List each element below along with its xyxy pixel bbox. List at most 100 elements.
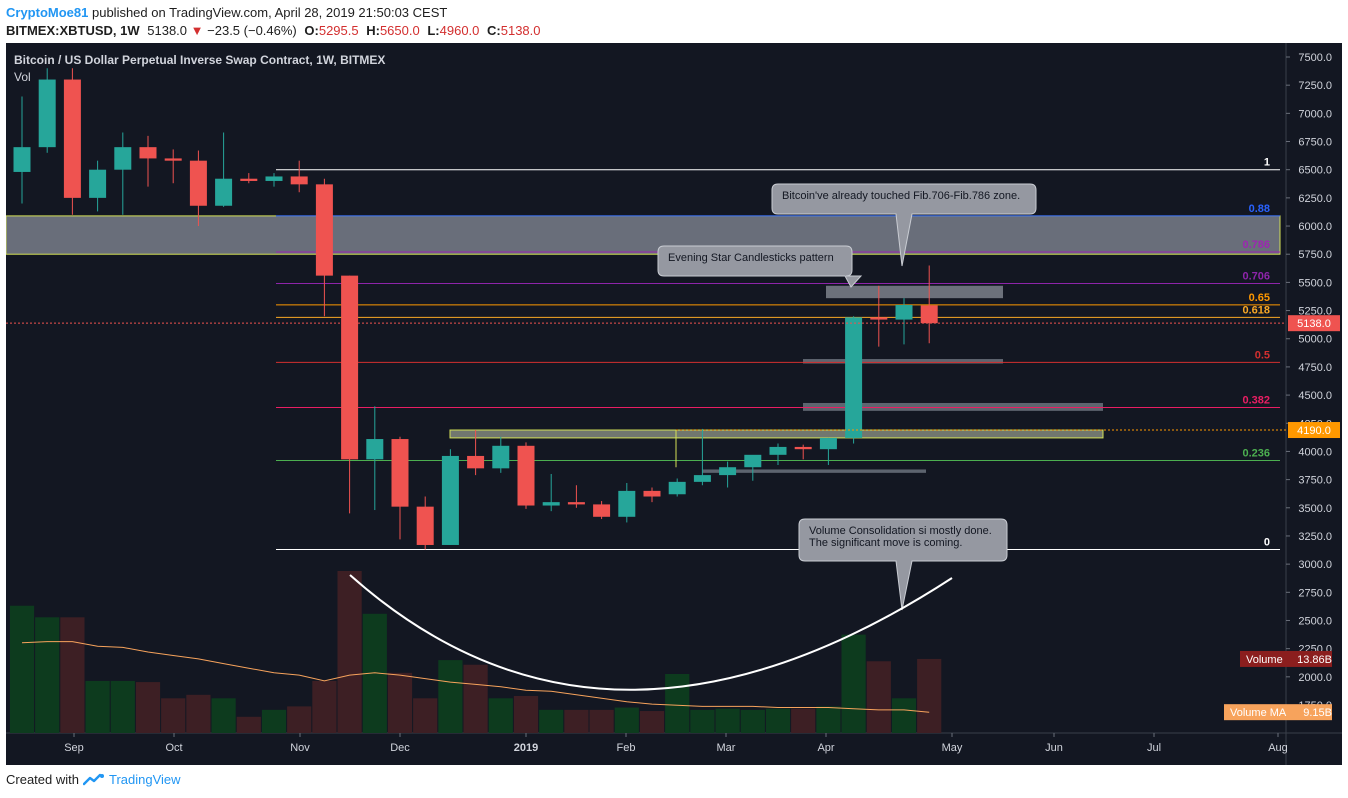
- volume-indicator-label: Vol: [14, 70, 31, 84]
- candle-body: [618, 490, 636, 517]
- candle-body: [13, 147, 31, 172]
- candle-body: [315, 184, 333, 276]
- price-badge-label: 5138.0: [1297, 318, 1331, 330]
- change-down-icon: ▼: [190, 23, 204, 38]
- price-badge: [1288, 422, 1340, 439]
- highlight-zone: [6, 215, 1281, 255]
- candle-body: [341, 275, 359, 460]
- highlight-zone: [803, 402, 1103, 411]
- price-tick-label: 4000.0: [1298, 446, 1332, 458]
- high-label: H:: [366, 23, 380, 38]
- candle-body: [895, 304, 913, 320]
- candle-body: [63, 79, 81, 198]
- tradingview-logo-icon: [82, 773, 104, 785]
- volume-bar: [740, 709, 765, 733]
- volume-bar: [85, 680, 110, 733]
- candle-body: [517, 445, 535, 506]
- chart-title: Bitcoin / US Dollar Perpetual Inverse Sw…: [14, 53, 385, 67]
- volume-badge: [1240, 650, 1332, 667]
- candle-body: [567, 502, 585, 505]
- time-tick-label: Mar: [717, 742, 736, 754]
- volume-badge-value: 13.86B: [1297, 654, 1332, 666]
- price-tick-label: 2000.0: [1298, 672, 1332, 684]
- candle-body: [164, 158, 182, 161]
- time-tick-label: Feb: [617, 742, 636, 754]
- time-tick-label: 2019: [514, 742, 538, 754]
- volume-bar: [589, 709, 614, 733]
- candle-body: [240, 178, 258, 181]
- candle-body: [139, 147, 157, 159]
- candle-body: [467, 455, 485, 469]
- price-tick-label: 7500.0: [1298, 52, 1332, 64]
- volume-ma-line: [21, 641, 930, 713]
- fib-level-label: 0.5: [1255, 349, 1270, 361]
- volume-badge-value: 9.15B: [1303, 707, 1332, 719]
- callout-evening-star: Evening Star Candlesticks pattern: [657, 245, 863, 288]
- price-tick-label: 7000.0: [1298, 108, 1332, 120]
- price-tick-label: 6750.0: [1298, 137, 1332, 149]
- price-tick-label: 5250.0: [1298, 306, 1332, 318]
- volume-bar: [866, 661, 891, 733]
- open-label: O:: [304, 23, 319, 38]
- price-tick-label: 2750.0: [1298, 587, 1332, 599]
- volume-bar: [791, 708, 816, 733]
- candle-body: [114, 147, 132, 170]
- fib-level-label: 0.382: [1242, 394, 1270, 406]
- author-link[interactable]: CryptoMoe81: [6, 5, 89, 20]
- candle-body: [492, 445, 510, 469]
- candle-body: [265, 176, 283, 181]
- price-tick-label: 7250.0: [1298, 80, 1332, 92]
- volume-bar: [690, 709, 715, 733]
- price-change: −23.5 (−0.46%): [207, 23, 297, 38]
- candle-body: [870, 317, 888, 320]
- callout-bubble: [798, 518, 1008, 611]
- published-text: published on TradingView.com, April 28, …: [91, 5, 448, 20]
- publish-header: CryptoMoe81 published on TradingView.com…: [6, 5, 447, 20]
- callout-bubble: [657, 245, 863, 288]
- callout-volume: Volume Consolidation si mostly done.The …: [798, 518, 1008, 611]
- highlight-zone: [803, 359, 1003, 364]
- fib-level-label: 0.236: [1242, 447, 1270, 459]
- fib-level-label: 0.786: [1242, 239, 1270, 251]
- volume-badge-name: Volume: [1246, 654, 1283, 666]
- volume-badge: [1224, 704, 1332, 721]
- volume-bar: [917, 658, 942, 733]
- time-tick-label: Jun: [1045, 742, 1063, 754]
- low-label: L:: [427, 23, 440, 38]
- time-tick-label: May: [942, 742, 963, 754]
- tradingview-link[interactable]: TradingView: [108, 772, 181, 787]
- volume-bar: [35, 617, 60, 733]
- fib-level-label: 0: [1264, 536, 1270, 548]
- time-tick-label: Apr: [817, 742, 834, 754]
- fib-level-label: 0.618: [1242, 304, 1270, 316]
- price-tick-label: 4500.0: [1298, 390, 1332, 402]
- candle-body: [845, 317, 863, 438]
- price-tick-label: 6500.0: [1298, 165, 1332, 177]
- candle-body: [794, 446, 812, 450]
- volume-bar: [438, 660, 463, 733]
- candle-body: [366, 439, 384, 460]
- volume-bar: [816, 706, 841, 733]
- candle-body: [920, 305, 938, 324]
- price-chart[interactable]: 1 0.88 0.786 0.706 0.650.618 0.5 0.382 0.236 0 B…: [6, 43, 1342, 765]
- volume-bar: [110, 680, 135, 733]
- volume-bar: [463, 664, 488, 733]
- fib-level-label: 1: [1264, 157, 1270, 169]
- candle-body: [693, 475, 711, 482]
- created-with-text: Created with: [6, 772, 79, 787]
- symbol-name: BITMEX:XBTUSD, 1W: [6, 23, 140, 38]
- time-tick-label: Aug: [1268, 742, 1288, 754]
- price-tick-label: 2500.0: [1298, 615, 1332, 627]
- volume-bar: [161, 698, 186, 733]
- volume-bar: [387, 672, 413, 733]
- candle-body: [719, 467, 737, 476]
- volume-bar: [413, 698, 438, 733]
- last-price: 5138.0: [147, 23, 188, 38]
- callout-text: Volume Consolidation si mostly done.: [809, 525, 992, 537]
- candle-body: [38, 79, 56, 148]
- time-tick-label: Nov: [290, 742, 310, 754]
- price-badge-label: 4190.0: [1297, 425, 1331, 437]
- footer: Created with TradingView: [6, 772, 181, 787]
- close-value: 5138.0: [500, 23, 541, 38]
- price-tick-label: 4750.0: [1298, 362, 1332, 374]
